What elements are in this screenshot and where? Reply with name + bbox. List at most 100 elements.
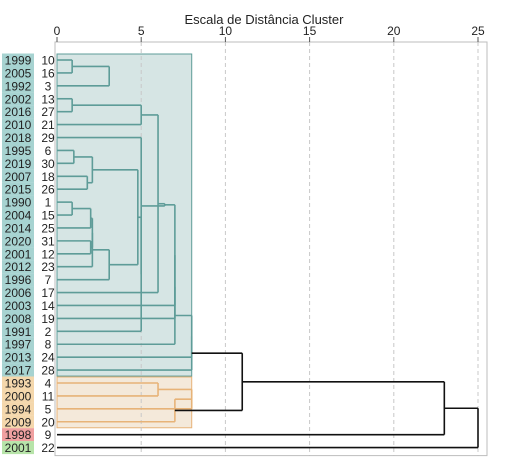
leaf-year-label: 1990 bbox=[5, 196, 32, 210]
leaf-year-badge bbox=[2, 169, 34, 183]
chart-title: Escala de Distância Cluster bbox=[185, 12, 345, 27]
leaf-id-label: 27 bbox=[41, 105, 55, 119]
leaf-year-badge bbox=[2, 402, 34, 416]
leaf-year-label: 1998 bbox=[5, 428, 32, 442]
leaf-id-label: 1 bbox=[45, 196, 52, 210]
x-tick-label: 20 bbox=[387, 24, 401, 38]
leaf-year-badge bbox=[2, 389, 34, 403]
leaf-year-label: 1999 bbox=[5, 54, 32, 68]
leaf-year-label: 1993 bbox=[5, 377, 32, 391]
leaf-year-badge bbox=[2, 234, 34, 248]
leaf-year-badge bbox=[2, 92, 34, 106]
cluster-box-orange bbox=[56, 376, 193, 429]
leaf-year-label: 2001 bbox=[5, 247, 32, 261]
leaf-year-badge bbox=[2, 118, 34, 132]
leaf-year-label: 2012 bbox=[5, 260, 32, 274]
leaf-id-label: 15 bbox=[41, 209, 55, 223]
leaf-year-label: 2015 bbox=[5, 183, 32, 197]
leaf-year-badge bbox=[2, 66, 34, 80]
leaf-id-label: 9 bbox=[45, 428, 52, 442]
leaf-id-label: 31 bbox=[41, 234, 55, 248]
leaf-id-label: 18 bbox=[41, 170, 55, 184]
leaf-year-badge bbox=[2, 208, 34, 222]
leaf-year-badge bbox=[2, 337, 34, 351]
leaf-year-label: 2009 bbox=[5, 415, 32, 429]
leaf-year-label: 2005 bbox=[5, 66, 32, 80]
leaf-year-label: 2013 bbox=[5, 351, 32, 365]
x-tick-label: 5 bbox=[138, 24, 145, 38]
leaf-id-label: 24 bbox=[41, 351, 55, 365]
x-tick-label: 25 bbox=[471, 24, 485, 38]
plot-frame-rect bbox=[54, 41, 488, 457]
leaf-id-label: 3 bbox=[45, 79, 52, 93]
leaf-year-badge bbox=[2, 143, 34, 157]
leaf-id-label: 21 bbox=[41, 118, 55, 132]
leaf-year-badge bbox=[2, 156, 34, 170]
leaf-year-badge bbox=[2, 105, 34, 119]
leaf-year-badge bbox=[2, 260, 34, 274]
leaf-id-label: 13 bbox=[41, 92, 55, 106]
leaf-id-label: 20 bbox=[41, 415, 55, 429]
leaf-id-label: 17 bbox=[41, 286, 55, 300]
leaf-id-label: 30 bbox=[41, 157, 55, 171]
leaf-id-label: 5 bbox=[45, 402, 52, 416]
leaf-id-label: 6 bbox=[45, 144, 52, 158]
leaf-year-label: 2016 bbox=[5, 105, 32, 119]
leaf-year-label: 2020 bbox=[5, 234, 32, 248]
leaf-year-label: 2006 bbox=[5, 286, 32, 300]
leaf-id-label: 11 bbox=[42, 389, 55, 403]
leaf-year-badge bbox=[2, 324, 34, 338]
leaf-year-badge bbox=[2, 363, 34, 377]
leaf-year-badge bbox=[2, 195, 34, 209]
leaf-id-label: 28 bbox=[41, 364, 55, 378]
x-tick-label: 15 bbox=[303, 24, 317, 38]
leaf-year-badge bbox=[2, 298, 34, 312]
leaf-year-badge bbox=[2, 415, 34, 429]
leaf-year-label: 2002 bbox=[5, 92, 32, 106]
leaf-year-label: 2001 bbox=[5, 441, 32, 455]
leaf-id-label: 10 bbox=[41, 54, 55, 68]
leaf-year-badge bbox=[2, 131, 34, 145]
leaf-year-badge bbox=[2, 311, 34, 325]
leaf-year-label: 2014 bbox=[5, 221, 32, 235]
cluster-boxes bbox=[56, 53, 193, 429]
leaf-year-label: 2017 bbox=[5, 364, 32, 378]
leaf-year-badge bbox=[2, 376, 34, 390]
leaf-year-badge bbox=[2, 273, 34, 287]
leaf-year-badge bbox=[2, 221, 34, 235]
leaf-id-label: 22 bbox=[41, 441, 55, 455]
leaf-year-badge bbox=[2, 441, 34, 455]
leaf-id-label: 29 bbox=[41, 131, 55, 145]
leaf-year-label: 1991 bbox=[5, 325, 32, 339]
leaf-year-label: 1996 bbox=[5, 273, 32, 287]
leaf-year-label: 1997 bbox=[5, 338, 32, 352]
leaf-id-label: 16 bbox=[41, 66, 55, 80]
leaf-id-label: 23 bbox=[41, 260, 55, 274]
leaf-year-label: 2019 bbox=[5, 157, 32, 171]
leaf-id-label: 26 bbox=[41, 183, 55, 197]
x-tick-label: 10 bbox=[219, 24, 233, 38]
leaf-year-label: 2004 bbox=[5, 209, 32, 223]
leaf-id-label: 25 bbox=[41, 221, 55, 235]
leaf-year-label: 2018 bbox=[5, 131, 32, 145]
leaf-year-label: 1992 bbox=[5, 79, 32, 93]
leaf-year-label: 1994 bbox=[5, 402, 32, 416]
leaf-year-label: 1995 bbox=[5, 144, 32, 158]
x-axis-ticks: 0 5 10 15 20 25 bbox=[54, 24, 485, 42]
leaf-year-badge bbox=[2, 79, 34, 93]
leaf-year-badge bbox=[2, 247, 34, 261]
leaf-year-badge bbox=[2, 53, 34, 67]
leaf-id-label: 14 bbox=[41, 299, 55, 313]
leaf-year-label: 2007 bbox=[5, 170, 32, 184]
leaf-year-label: 2000 bbox=[5, 389, 32, 403]
leaf-year-label: 2003 bbox=[5, 299, 32, 313]
leaf-id-label: 8 bbox=[45, 338, 52, 352]
plot-frame bbox=[54, 41, 488, 457]
x-tick-label: 0 bbox=[54, 24, 61, 38]
dendrogram-links bbox=[57, 59, 479, 449]
leaf-year-label: 2008 bbox=[5, 312, 32, 326]
leaf-year-label: 2010 bbox=[5, 118, 32, 132]
